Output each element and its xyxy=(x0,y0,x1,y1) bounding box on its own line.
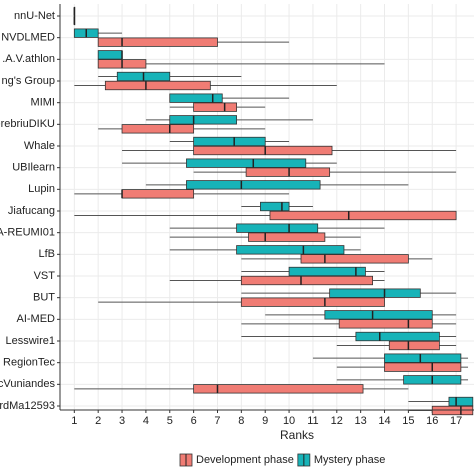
x-tick-label: 13 xyxy=(355,415,367,427)
box xyxy=(186,158,307,168)
x-tick-label: 2 xyxy=(95,415,101,427)
box xyxy=(248,232,326,242)
box xyxy=(186,180,321,190)
box xyxy=(236,223,319,233)
x-tick-label: 1 xyxy=(71,415,77,427)
y-tick-label: Whale xyxy=(24,140,55,152)
box xyxy=(388,340,440,351)
x-tick-label: 8 xyxy=(238,415,244,427)
box xyxy=(355,331,440,342)
y-tick-label: erebriuDIKU xyxy=(0,118,55,130)
box xyxy=(97,37,218,47)
y-tick-label: UBIlearn xyxy=(12,162,55,174)
y-tick-label: LfB xyxy=(38,248,55,260)
box xyxy=(269,210,457,221)
box xyxy=(97,50,123,60)
y-tick-label: rdMa12593 xyxy=(0,400,55,412)
legend-label: Development phase xyxy=(196,454,294,466)
x-tick-label: 7 xyxy=(214,415,220,427)
x-tick-label: 6 xyxy=(191,415,197,427)
y-tick-label: .A.V.athlon xyxy=(2,53,55,65)
box xyxy=(240,297,385,307)
box xyxy=(121,189,195,199)
x-tick-label: 11 xyxy=(307,415,318,427)
y-tick-label: nnU-Net xyxy=(14,10,55,22)
box xyxy=(329,288,421,298)
y-tick-label: ng's Group xyxy=(2,75,55,87)
x-tick-label: 4 xyxy=(143,415,149,427)
x-tick-label: 14 xyxy=(378,415,390,427)
y-tick-label: Lesswire1 xyxy=(5,335,55,347)
y-tick-label: A-REUMI01 xyxy=(0,227,55,239)
y-tick-label: Lupin xyxy=(28,183,55,195)
legend-label: Mystery phase xyxy=(314,454,386,466)
x-tick-label: 10 xyxy=(283,415,295,427)
box xyxy=(288,266,366,277)
x-axis-label: Ranks xyxy=(280,428,314,442)
box xyxy=(193,384,364,394)
x-tick-label: 16 xyxy=(426,415,438,427)
x-tick-label: 12 xyxy=(331,415,343,427)
box xyxy=(121,124,195,134)
x-tick-label: 15 xyxy=(402,415,414,427)
y-tick-label: AI-MED xyxy=(17,313,56,325)
y-tick-label: Jiafucang xyxy=(8,205,55,217)
box xyxy=(169,115,237,125)
box xyxy=(448,396,474,407)
box xyxy=(384,353,462,363)
y-tick-label: RegionTec xyxy=(3,357,55,369)
box xyxy=(193,145,333,156)
x-tick-label: 9 xyxy=(262,415,268,427)
y-tick-label: NVDLMED xyxy=(1,32,55,44)
box xyxy=(245,167,331,177)
x-tick-label: 3 xyxy=(119,415,125,427)
box xyxy=(300,254,409,264)
box xyxy=(104,80,211,91)
box xyxy=(260,201,290,212)
y-tick-label: BUT xyxy=(33,292,55,304)
y-tick-label: VST xyxy=(34,270,56,282)
x-tick-label: 17 xyxy=(450,415,462,427)
x-tick-label: 5 xyxy=(167,415,173,427)
box xyxy=(240,275,373,286)
box xyxy=(193,102,237,112)
box xyxy=(338,319,433,329)
box xyxy=(236,245,345,255)
box xyxy=(169,93,223,103)
box xyxy=(384,362,462,372)
box xyxy=(324,310,433,320)
y-tick-label: cVuniandes xyxy=(0,378,55,390)
y-tick-label: MIMI xyxy=(31,97,55,109)
box xyxy=(193,136,266,147)
